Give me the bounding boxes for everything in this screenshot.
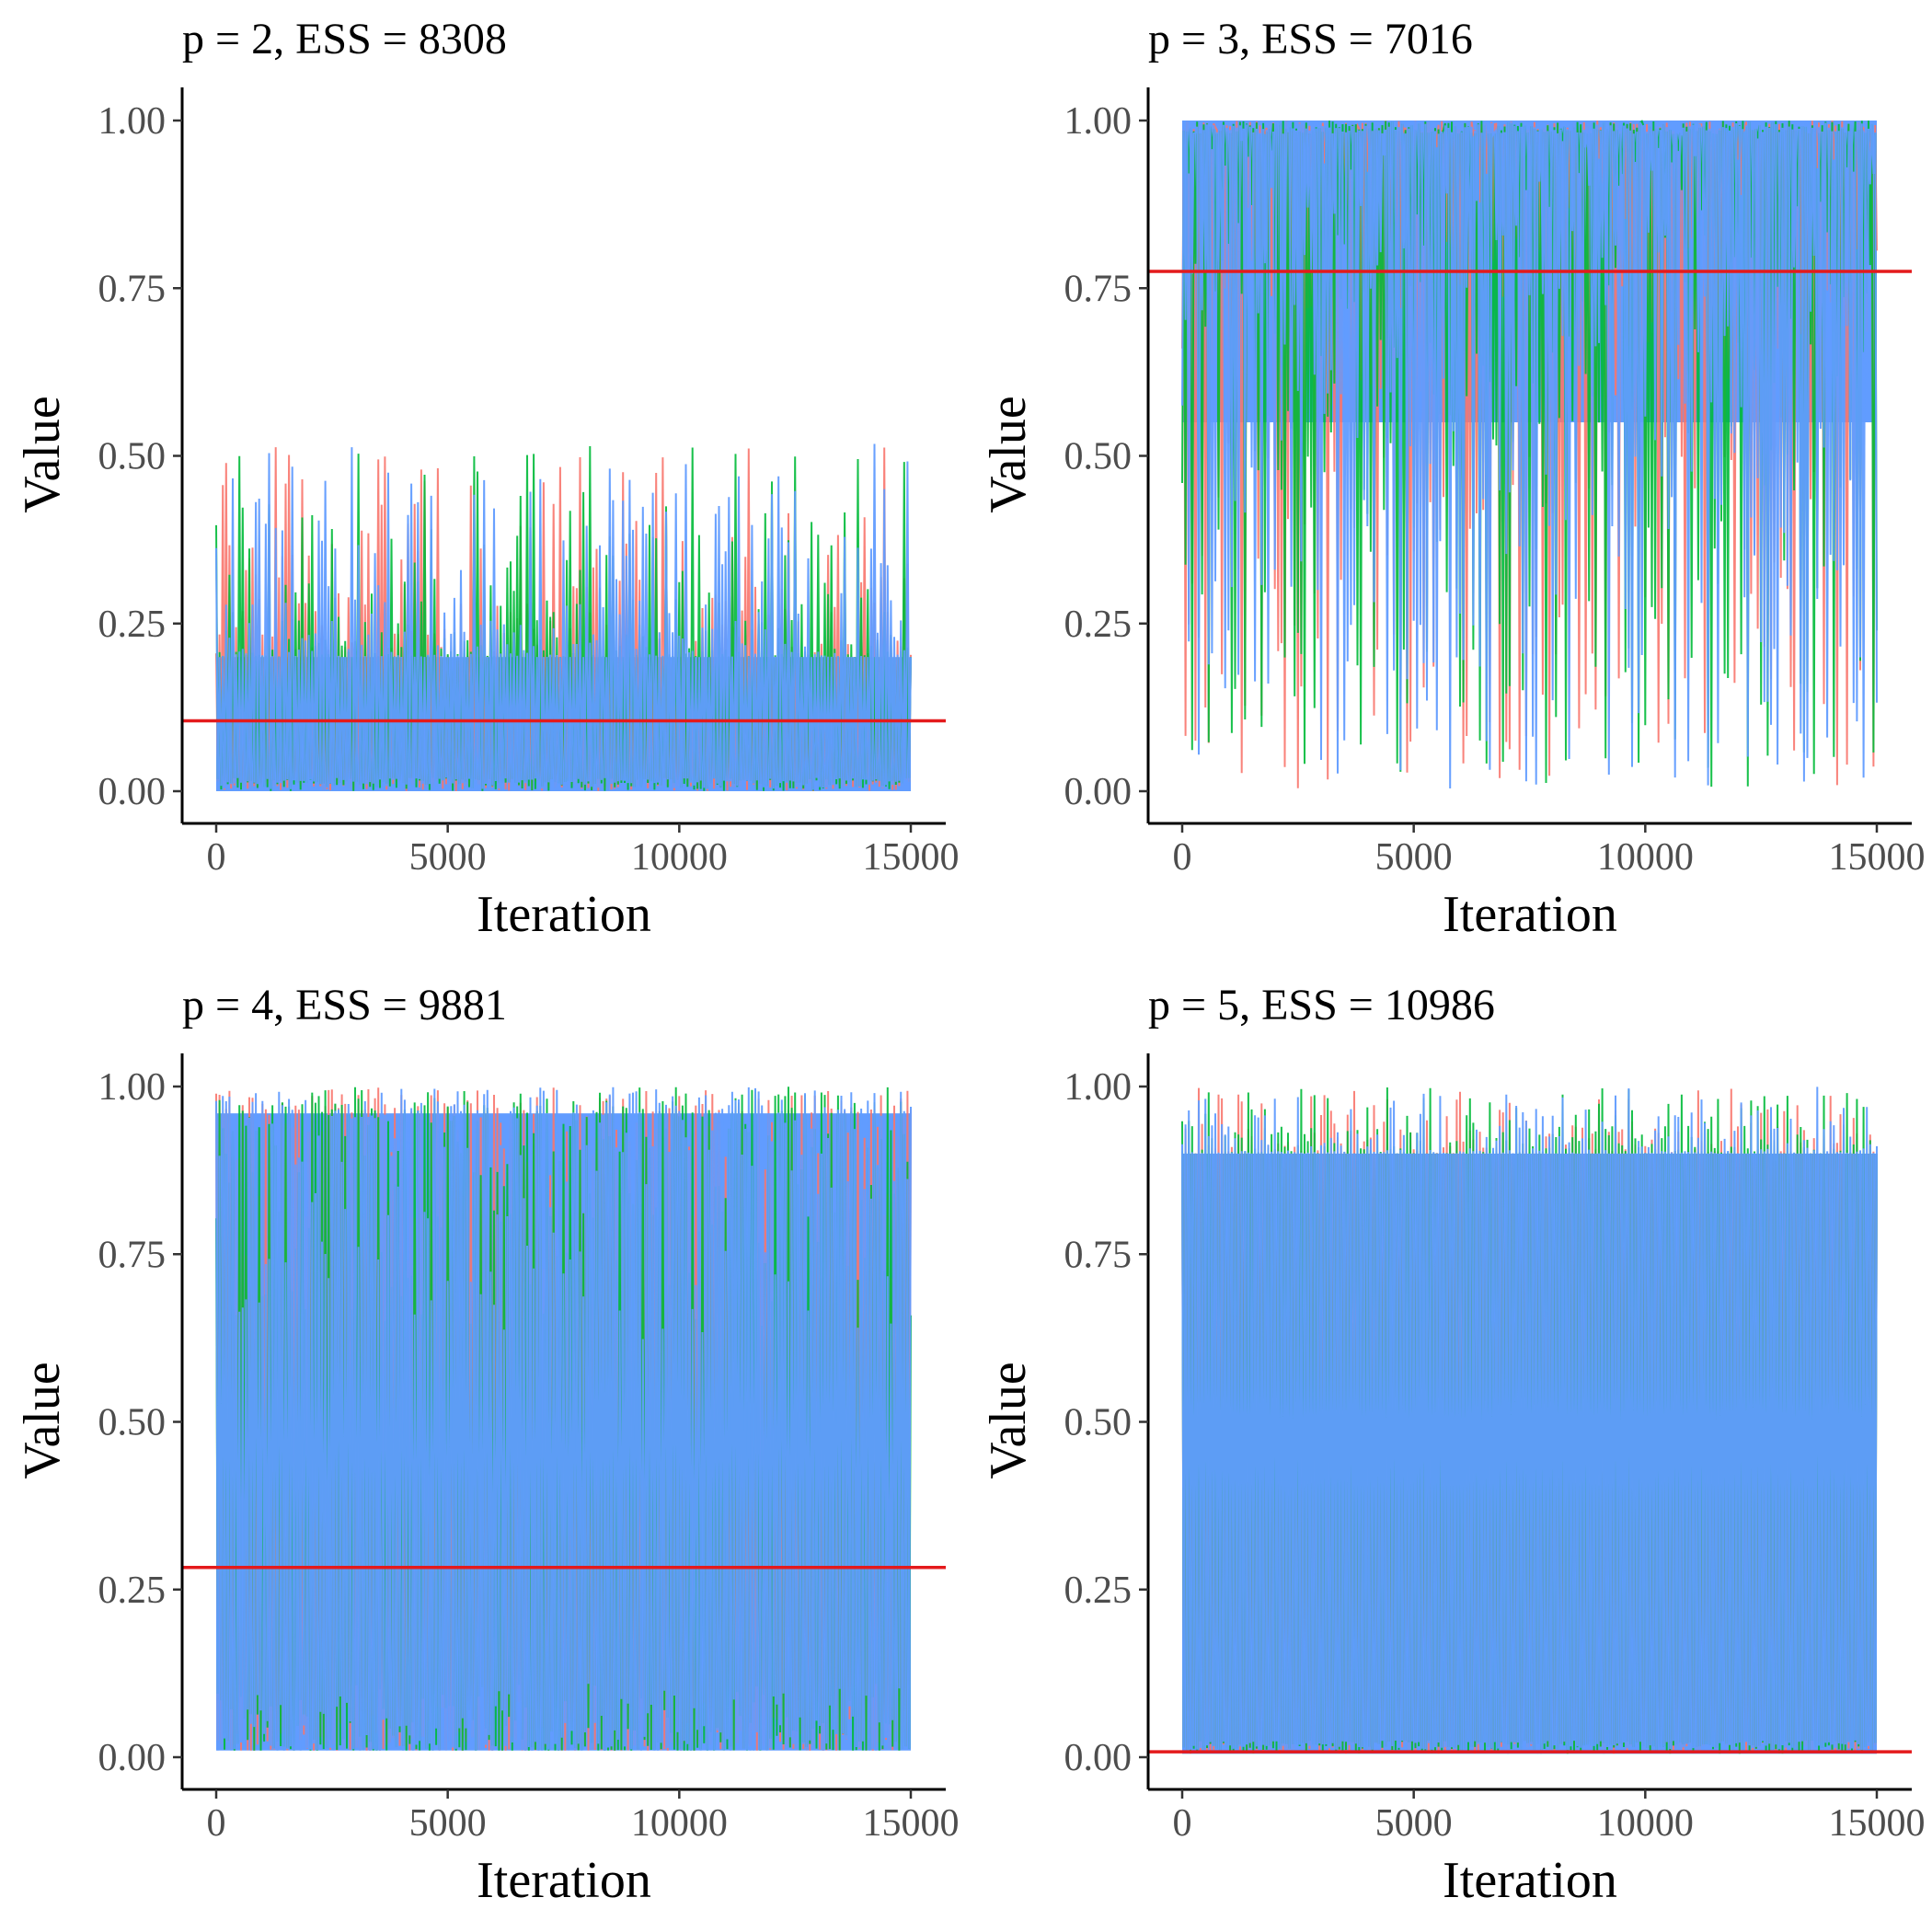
panel-title: p = 5, ESS = 10986 [1148, 981, 1495, 1029]
x-tick-label: 10000 [631, 836, 728, 879]
chain-traces [215, 1087, 912, 1751]
y-tick-label: 1.00 [1064, 1066, 1133, 1109]
x-tick-label: 15000 [863, 836, 960, 879]
y-tick-label: 0.50 [98, 1402, 167, 1444]
x-tick-label: 0 [1173, 1802, 1192, 1845]
x-tick-label: 5000 [409, 836, 487, 879]
x-tick-label: 10000 [1597, 1802, 1694, 1845]
x-axis: 0 5000 10000 15000 [182, 1788, 960, 1845]
y-axis: 0.00 0.25 0.50 0.75 1.00 [98, 87, 184, 823]
panel-p3: p = 3, ESS = 7016 0.00 0.25 0.50 0.75 1.00 0… [980, 15, 1926, 943]
y-tick-label: 0.75 [1064, 1234, 1133, 1276]
y-axis: 0.00 0.25 0.50 0.75 1.00 [1064, 1053, 1150, 1789]
y-tick-label: 0.00 [1064, 1737, 1133, 1779]
panel-p4: p = 4, ESS = 9881 0.00 0.25 0.50 0.75 1.00 0… [14, 981, 960, 1909]
y-tick-label: 0.00 [98, 771, 167, 813]
x-tick-label: 5000 [1375, 836, 1453, 879]
y-tick-label: 1.00 [98, 1066, 167, 1109]
y-axis-title: Value [980, 1362, 1037, 1479]
chain-3-trace [215, 443, 912, 791]
y-tick-label: 0.25 [1064, 604, 1133, 646]
x-tick-label: 0 [207, 836, 226, 879]
y-axis: 0.00 0.25 0.50 0.75 1.00 [1064, 87, 1150, 823]
panel-title: p = 4, ESS = 9881 [182, 981, 507, 1029]
y-tick-label: 0.50 [98, 436, 167, 478]
y-tick-label: 0.00 [1064, 771, 1133, 813]
panel-title: p = 3, ESS = 7016 [1148, 15, 1473, 63]
chain-2-trace [215, 1087, 912, 1751]
x-axis-title: Iteration [1443, 886, 1617, 943]
x-axis: 0 5000 10000 15000 [1148, 1788, 1926, 1845]
y-axis-title: Value [980, 396, 1037, 513]
x-tick-label: 10000 [631, 1802, 728, 1845]
chain-traces [215, 443, 912, 792]
x-tick-label: 15000 [863, 1802, 960, 1845]
y-tick-label: 0.25 [98, 1570, 167, 1612]
y-axis: 0.00 0.25 0.50 0.75 1.00 [98, 1053, 184, 1789]
x-tick-label: 5000 [1375, 1802, 1453, 1845]
y-tick-label: 0.00 [98, 1737, 167, 1779]
x-axis: 0 5000 10000 15000 [1148, 822, 1926, 879]
y-tick-label: 0.75 [1064, 268, 1133, 310]
y-tick-label: 0.25 [98, 604, 167, 646]
chain-3-trace [1181, 120, 1878, 789]
y-tick-label: 0.75 [98, 268, 167, 310]
x-axis: 0 5000 10000 15000 [182, 822, 960, 879]
chain-2-trace [1181, 120, 1878, 788]
chain-3-trace [215, 1087, 912, 1751]
x-tick-label: 10000 [1597, 836, 1694, 879]
panel-p2: p = 2, ESS = 8308 0.00 0.25 0.50 0.75 1.00 0… [14, 15, 960, 943]
y-tick-label: 1.00 [98, 100, 167, 143]
panel-p5: p = 5, ESS = 10986 0.000.250.500.751.00 … [980, 981, 1926, 1909]
x-tick-label: 0 [1173, 836, 1192, 879]
x-tick-label: 15000 [1829, 836, 1926, 879]
x-tick-label: 15000 [1829, 1802, 1926, 1845]
x-axis-title: Iteration [1443, 1852, 1617, 1909]
chain-3-trace [1181, 1087, 1878, 1754]
y-tick-label: 1.00 [1064, 100, 1133, 143]
y-axis-title: Value [14, 396, 71, 513]
x-axis-title: Iteration [477, 886, 651, 943]
x-tick-label: 0 [207, 1802, 226, 1845]
y-axis-title: Value [14, 1362, 71, 1479]
panel-title: p = 2, ESS = 8308 [182, 15, 507, 63]
x-axis-title: Iteration [477, 1852, 651, 1909]
y-tick-label: 0.25 [1064, 1570, 1133, 1612]
y-tick-label: 0.75 [98, 1234, 167, 1276]
y-tick-label: 0.50 [1064, 436, 1133, 478]
x-tick-label: 5000 [409, 1802, 487, 1845]
y-tick-label: 0.50 [1064, 1402, 1133, 1444]
chain-traces [1181, 1087, 1878, 1754]
chain-traces [1181, 120, 1878, 789]
